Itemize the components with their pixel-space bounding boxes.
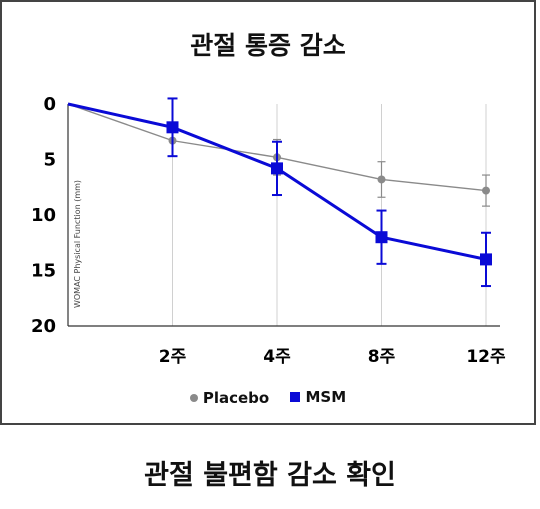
y-tick-label: 20: [31, 316, 56, 337]
data-point-msm: [271, 162, 283, 175]
x-tick-label: 2주: [159, 347, 187, 367]
data-point-placebo: [377, 175, 386, 184]
line-chart: 0 5 10 15 20 2주 4주 8주 12주 WOMAC Physical Function…: [31, 94, 506, 367]
data-point-msm: [480, 253, 492, 266]
square-marker-icon: [290, 392, 301, 402]
circle-marker-icon: [189, 394, 198, 402]
x-tick-label: 8주: [368, 347, 396, 367]
y-tick-label: 0: [43, 94, 56, 115]
legend: Placebo MSM: [0, 388, 536, 407]
x-tick-label: 12주: [466, 347, 506, 367]
legend-item-placebo: Placebo: [189, 389, 270, 407]
legend-item-msm: MSM: [290, 388, 346, 406]
legend-label: Placebo: [202, 389, 270, 407]
y-tick-label: 15: [31, 261, 56, 282]
y-axis-label: WOMAC Physical Function (mm): [73, 180, 82, 308]
y-tick-label: 5: [43, 150, 56, 171]
chart-frame: [0, 0, 536, 425]
legend-label: MSM: [305, 388, 347, 406]
data-point-msm: [375, 231, 388, 244]
chart-title: 관절 통증 감소: [190, 31, 346, 60]
data-point-placebo: [482, 186, 490, 195]
x-tick-label: 4주: [263, 347, 291, 367]
y-tick-label: 10: [31, 205, 56, 226]
caption: 관절 불편함 감소 확인: [144, 460, 396, 491]
data-point-msm: [166, 121, 179, 134]
